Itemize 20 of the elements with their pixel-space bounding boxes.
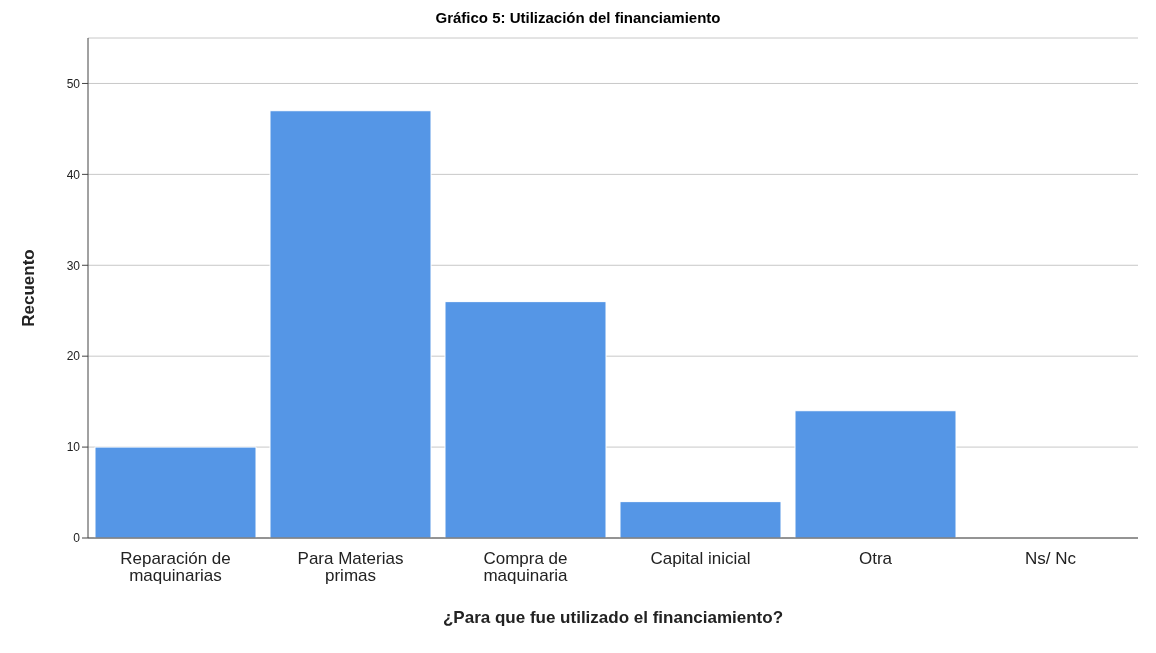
chart-title: Gráfico 5: Utilización del financiamiento: [434, 8, 722, 28]
x-axis-title: ¿Para que fue utilizado el financiamiento?: [442, 608, 784, 627]
y-tick-label: 30: [66, 258, 81, 273]
x-tick-label: Ns/ Nc: [1025, 549, 1077, 568]
y-tick-label: 0: [73, 531, 81, 546]
x-tick-label: Otra: [858, 549, 893, 568]
bar: [794, 410, 957, 538]
x-tick-label: Reparación de maquinarias: [120, 549, 231, 585]
bar: [94, 446, 257, 538]
x-tick-label: Para Materias primas: [297, 549, 404, 585]
y-tick-label: 50: [66, 76, 81, 91]
y-tick-label: 10: [66, 440, 81, 455]
x-tick-label: Capital inicial: [650, 549, 751, 568]
bar: [619, 501, 782, 538]
bar: [269, 110, 432, 538]
x-tick-label: Compra de maquinaria: [483, 549, 569, 585]
y-tick-label: 40: [66, 167, 81, 182]
bar: [444, 301, 607, 538]
y-tick-label: 20: [66, 349, 81, 364]
y-axis-title: Recuento: [19, 249, 39, 327]
